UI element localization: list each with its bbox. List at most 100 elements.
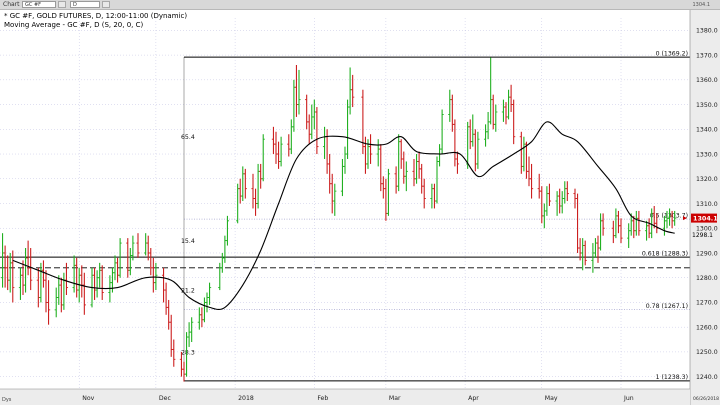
price-bar [537,173,541,199]
price-bar [197,307,201,330]
fib-level-label: 0 (1369.2) [656,50,688,57]
price-bar [154,262,158,291]
price-bar [596,235,600,263]
price-bar [437,144,442,167]
price-bar [312,99,316,130]
price-bar [218,262,222,291]
price-bar [307,114,311,145]
price-bar [287,134,291,157]
price-bar [144,233,148,256]
price-bar [412,158,416,187]
price-bar [126,238,130,278]
price-bar [468,119,472,150]
fib-ratio-label: 21.2 [181,288,195,295]
price-bar [207,282,212,305]
price-bar [637,210,641,236]
price-bar [100,265,104,300]
price-bar [251,173,255,209]
price-bar [545,186,549,216]
price-bar [6,255,10,291]
x-tick-label: Jun [623,395,634,402]
price-bar [363,136,368,174]
price-bar [619,218,623,244]
price-bar [182,361,186,382]
fib-level-label: 0.5 (1303.7) [650,212,688,219]
fib-level-label: 1 (1238.3) [656,374,688,381]
y-tick-label: 1330.0 [696,151,718,158]
price-bar [440,109,444,155]
symbol-field[interactable]: GC #F [22,1,56,8]
y-tick-label: 1310.0 [696,201,718,208]
price-bar [18,267,23,300]
price-bar [397,134,401,192]
interval-field[interactable]: D [70,1,100,8]
price-bar [23,248,28,293]
price-bar [29,248,33,291]
price-bar [328,154,332,194]
price-bar [80,265,84,298]
price-bar [644,220,649,241]
price-bar [519,131,523,174]
interval-dropdown-button[interactable] [102,1,110,8]
price-bar [241,166,245,202]
price-bar [647,218,651,239]
price-bar [368,134,373,164]
price-bar [611,220,615,244]
price-bar [563,181,567,204]
last-price-arrow [683,216,687,221]
price-bar [256,163,260,209]
price-bar [494,104,498,132]
price-bar [616,210,621,234]
gridlines [0,18,690,389]
y-tick-label: 1320.0 [696,176,718,183]
price-bar [593,238,598,258]
price-bar [527,156,531,187]
price-bar [512,99,516,145]
price-bar [8,252,12,293]
price-bar [172,339,176,367]
y-tick-label: 1360.0 [696,77,718,84]
y-tick-label: 1240.0 [696,374,718,381]
price-bar [351,74,355,108]
price-bar [404,161,408,192]
price-bar [190,317,194,343]
y-tick-label: 1290.0 [696,250,718,257]
price-bar [238,178,242,204]
moving-average-line [12,121,675,310]
price-bar [167,299,171,330]
fib-ratio-label: 15.4 [181,238,195,245]
x-tick-label: May [545,395,558,402]
x-axis-panel [0,389,690,405]
symbol-lookup-button[interactable] [58,1,66,8]
price-bar [259,163,263,189]
y-tick-label: 1250.0 [696,349,718,356]
price-bar [26,240,30,276]
price-bar [501,99,506,122]
price-bar [271,126,276,155]
price-bar [330,173,334,214]
price-bar [3,245,7,288]
price-bar [98,262,102,288]
price-bar [200,307,204,328]
price-bar [236,183,240,224]
price-bar [294,64,299,117]
price-bar [151,257,155,293]
price-bar [274,131,278,164]
price-bar [243,168,247,199]
price-bar [591,243,595,273]
price-bar [486,111,490,140]
annotations: 1304.1 1298.1 [683,213,718,239]
price-bar [565,181,569,202]
fib-ratio-label: 28.3 [181,349,195,356]
price-bars [0,57,677,382]
price-bar [432,183,437,209]
y-axis: 1240.0 1250.0 1260.0 1270.0 1280.0 1290.0 1300… [689,10,720,405]
price-bar [558,188,562,214]
price-bar [57,275,61,305]
y-tick-label: 1370.0 [696,52,718,59]
price-bar [489,57,493,125]
price-bar [414,154,419,184]
price-bar [348,67,352,115]
price-bar [315,107,319,155]
